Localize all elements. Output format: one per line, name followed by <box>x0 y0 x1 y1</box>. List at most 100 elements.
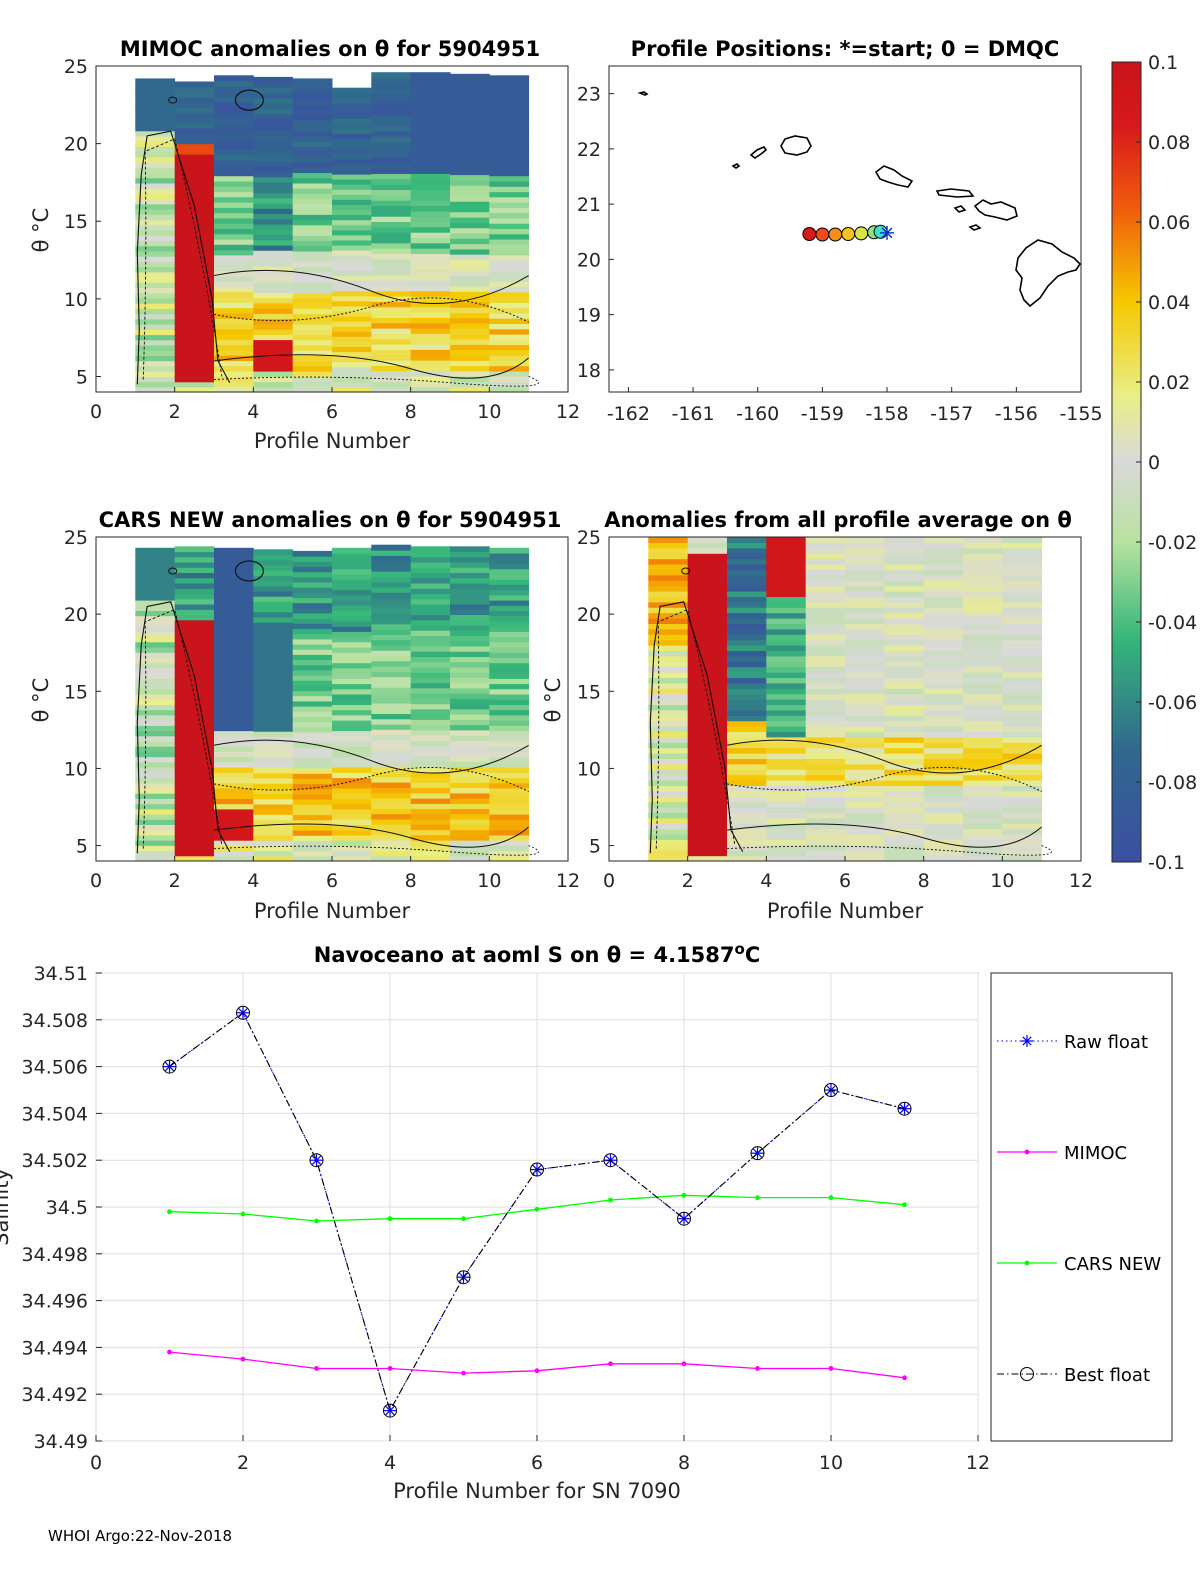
heatmap-cell <box>450 624 490 631</box>
heatmap-cell <box>727 742 767 749</box>
heatmap-cell <box>963 623 1003 630</box>
heatmap-cell <box>332 761 372 768</box>
heatmap-cell <box>923 828 964 835</box>
heatmap-cell <box>410 635 451 642</box>
heatmap-cell <box>1002 720 1043 727</box>
heatmap-cell <box>371 317 412 324</box>
heatmap-cell <box>135 203 176 210</box>
heatmap-cell <box>923 585 964 592</box>
heatmap-cell <box>845 677 885 684</box>
heatmap-cell <box>884 747 925 754</box>
heatmap-cell <box>410 365 451 372</box>
heatmap-cell <box>214 159 254 166</box>
heatmap-cell <box>332 615 372 622</box>
heatmap-cell <box>174 850 215 857</box>
heatmap-cell <box>923 812 964 819</box>
data-point <box>383 1403 397 1418</box>
heatmap-cell <box>845 547 885 554</box>
heatmap-cell <box>766 855 807 862</box>
heatmap-cell <box>884 591 925 597</box>
heatmap-cell <box>174 724 215 731</box>
heatmap-cell <box>332 361 372 368</box>
heatmap-cell <box>332 255 372 261</box>
heatmap-cell <box>963 688 1003 695</box>
heatmap-cell <box>410 787 451 794</box>
heatmap-cell <box>489 244 530 251</box>
heatmap-cell <box>450 609 490 615</box>
heatmap-cell <box>1002 564 1043 570</box>
data-point <box>1024 1149 1030 1155</box>
heatmap-cell <box>135 673 176 679</box>
cars-ylabel: θ °C <box>29 678 53 723</box>
heatmap-cell <box>489 233 530 240</box>
heatmap-cell <box>648 839 689 846</box>
heatmap-cell <box>766 704 807 711</box>
heatmap-cell <box>410 698 451 705</box>
heatmap-cell <box>135 188 176 194</box>
heatmap-cell <box>648 542 689 549</box>
heatmap-cell <box>253 710 294 717</box>
heatmap-cell <box>450 682 490 689</box>
heatmap-cell <box>135 172 176 179</box>
heatmap-cell <box>332 819 372 825</box>
heatmap-cell <box>410 136 451 143</box>
heatmap-cell <box>253 616 294 623</box>
data-point <box>681 1361 687 1367</box>
heatmap-cell <box>214 589 254 596</box>
heatmap-cell <box>410 376 451 382</box>
heatmap-cell <box>963 731 1003 738</box>
heatmap-cell <box>410 714 451 720</box>
heatmap-cell <box>292 125 333 132</box>
heatmap-cell <box>371 692 412 699</box>
heatmap-cell <box>489 80 530 87</box>
heatmap-cell <box>135 99 176 106</box>
heatmap-cell <box>766 574 807 581</box>
heatmap-cell <box>410 577 451 584</box>
heatmap-cell <box>135 386 176 393</box>
heatmap-cell <box>489 761 530 768</box>
heatmap-cell <box>253 250 294 257</box>
heatmap-cell <box>332 579 372 585</box>
heatmap-cell <box>963 812 1003 819</box>
heatmap-cell <box>135 615 176 622</box>
heatmap-cell <box>648 753 689 759</box>
heatmap-cell <box>884 580 925 587</box>
heatmap-cell <box>214 709 254 716</box>
heatmap-cell <box>687 855 728 862</box>
heatmap-cell <box>450 787 490 794</box>
heatmap-cell <box>253 297 294 304</box>
contour-line-dotted <box>655 608 736 849</box>
heatmap-cell <box>214 133 254 140</box>
heatmap-cell <box>253 674 294 680</box>
heatmap-cell <box>174 304 215 310</box>
heatmap-cell <box>410 162 451 169</box>
contour-line-dotted <box>726 766 1042 793</box>
heatmap-cell <box>332 173 372 180</box>
colorbar-tick-label: -0.06 <box>1148 692 1197 714</box>
heatmap-cell <box>489 260 530 266</box>
heatmap-cell <box>648 758 689 765</box>
heatmap-cell <box>292 793 333 800</box>
heatmap-cell <box>450 254 490 260</box>
heatmap-cell <box>489 631 530 638</box>
heatmap-cell <box>805 807 846 813</box>
heatmap-cell <box>963 596 1003 603</box>
y-tick-label: 15 <box>64 211 88 233</box>
contour-line-dotted <box>726 845 1052 856</box>
heatmap-cell <box>332 683 372 690</box>
heatmap-cell <box>135 756 176 763</box>
heatmap-cell <box>371 306 412 313</box>
heatmap-cell <box>963 720 1003 727</box>
heatmap-cell <box>214 107 254 113</box>
heatmap-cell <box>410 661 451 668</box>
heatmap-cell <box>371 232 412 238</box>
heatmap-cell <box>214 238 254 245</box>
heatmap-cell <box>845 612 885 619</box>
heatmap-cell <box>214 720 254 726</box>
data-point <box>309 1153 324 1168</box>
heatmap-cell <box>332 148 372 155</box>
heatmap-cell <box>727 850 767 857</box>
heatmap-cell <box>1002 607 1043 614</box>
heatmap-cell <box>332 219 372 226</box>
heatmap-cell <box>648 655 689 662</box>
